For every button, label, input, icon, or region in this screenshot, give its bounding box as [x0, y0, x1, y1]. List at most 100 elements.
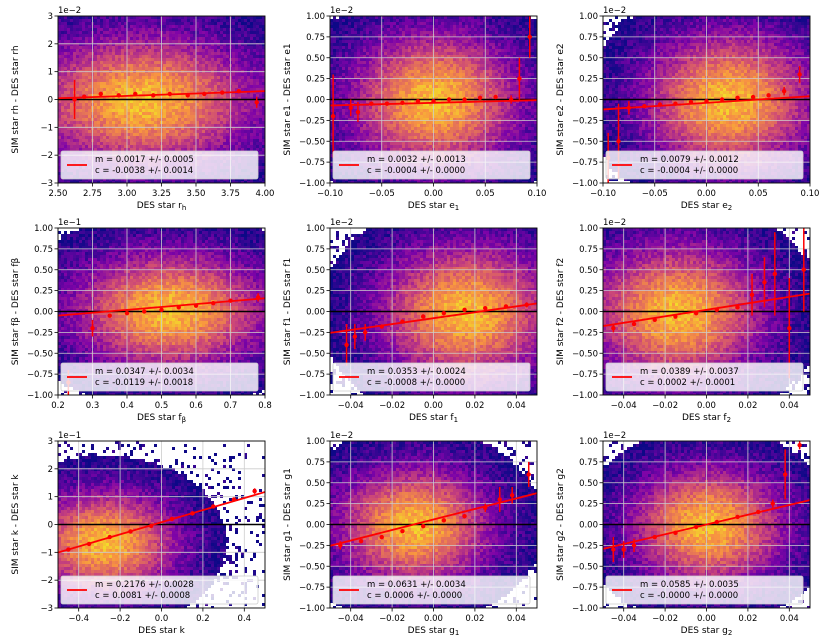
- binned-point: [524, 302, 529, 308]
- y-tick-label: −0.25: [572, 328, 598, 338]
- x-tick-label: −0.10: [590, 189, 616, 199]
- binned-point: [348, 105, 353, 111]
- x-tick-label: 0.04: [507, 614, 526, 624]
- offset-label: 1e−2: [330, 218, 353, 228]
- plot-area: [330, 16, 537, 183]
- binned-point: [693, 524, 699, 530]
- x-tick-label: 0.6: [189, 401, 203, 411]
- legend-box: [332, 362, 531, 392]
- binned-point: [673, 101, 678, 106]
- binned-point: [330, 114, 336, 119]
- y-tick-label: 0.25: [579, 75, 598, 85]
- binned-point: [420, 314, 426, 319]
- x-tick-label: 0.02: [465, 614, 484, 624]
- binned-point: [379, 324, 384, 329]
- x-tick-label: −0.02: [379, 401, 405, 411]
- binned-point: [509, 493, 515, 498]
- y-tick-label: 0.50: [306, 479, 325, 489]
- binned-point: [642, 103, 647, 109]
- binned-point: [673, 314, 678, 319]
- x-tick-label: 0.4: [120, 401, 134, 411]
- subplot-8: −0.04 −0.02 0.00 0.02 0.04 −1.00 −0.75 −0.50 −0.…: [283, 431, 538, 637]
- y-axis-label: SIM star g1 - DES star g1: [283, 468, 293, 581]
- subplot-7: −0.4 −0.2 0.0 0.2 0.4 −3 −2 −1 0 1 2 3 1e−1 DES star …: [11, 431, 266, 636]
- legend-entry: c = -0.0119 +/- 0.0018: [95, 378, 193, 388]
- x-tick-label: −0.05: [369, 189, 395, 199]
- binned-point: [762, 280, 767, 285]
- x-tick-label: 0.0: [155, 614, 169, 624]
- binned-point: [400, 319, 405, 324]
- legend-entry: c = -0.0008 +/- 0.0000: [367, 378, 465, 388]
- legend-entry: m = 0.0631 +/- 0.0034: [367, 580, 466, 590]
- binned-point: [673, 530, 678, 536]
- y-tick-label: −1.00: [299, 604, 325, 614]
- density-histogram: [330, 16, 537, 183]
- y-tick-label: 0.25: [579, 500, 598, 510]
- legend-entry: m = 0.2176 +/- 0.0028: [95, 580, 194, 590]
- fit-line: [58, 491, 265, 554]
- x-tick-label: 0.2: [51, 401, 65, 411]
- binned-point: [133, 91, 138, 97]
- binned-point: [797, 442, 802, 448]
- y-tick-label: 0.25: [306, 75, 325, 85]
- y-tick-label: −3: [40, 179, 53, 189]
- y-tick-label: 0.00: [306, 308, 325, 318]
- y-axis-label: SIM star e2 - DES star e2: [556, 43, 566, 155]
- binned-point: [782, 472, 788, 477]
- legend-entry: m = 0.0032 +/- 0.0013: [367, 155, 466, 165]
- binned-point: [159, 307, 164, 313]
- binned-point: [735, 95, 740, 101]
- x-tick-label: 0.02: [738, 401, 757, 411]
- offset-label: 1e−2: [603, 431, 626, 441]
- y-tick-label: −0.75: [27, 370, 53, 380]
- legend-entry: c = -0.0038 +/- 0.0014: [95, 166, 193, 176]
- legend-entry: m = 0.0389 +/- 0.0037: [640, 367, 739, 377]
- offset-label: 1e−2: [58, 6, 81, 16]
- y-tick-label: 0.25: [306, 287, 325, 297]
- offset-label: 1e−2: [330, 431, 353, 441]
- x-tick-label: 0.10: [528, 189, 547, 199]
- binned-point: [781, 88, 787, 94]
- y-tick-label: −0.75: [572, 158, 598, 168]
- binned-point: [626, 105, 632, 111]
- binned-point: [66, 547, 71, 552]
- y-tick-label: 2: [48, 40, 53, 50]
- binned-point: [704, 98, 709, 104]
- y-tick-label: −0.50: [299, 137, 325, 147]
- x-tick-label: 0.2: [196, 614, 210, 624]
- y-tick-label: −0.50: [299, 562, 325, 572]
- subplot-5: −0.04 −0.02 0.00 0.02 0.04 −1.00 −0.75 −0.50 −0.…: [283, 218, 538, 424]
- binned-point: [462, 513, 467, 519]
- y-tick-label: −1.00: [299, 391, 325, 401]
- binned-point: [384, 101, 390, 106]
- binned-point: [255, 295, 261, 300]
- y-tick-label: 0.00: [34, 308, 53, 318]
- binned-point: [90, 326, 95, 331]
- y-tick-label: 0.25: [34, 287, 53, 297]
- legend-entry: m = 0.0017 +/- 0.0005: [95, 155, 194, 165]
- x-tick-label: 0.00: [424, 614, 443, 624]
- y-tick-label: −1: [40, 548, 53, 558]
- subplot-6: −0.04 −0.02 0.00 0.02 0.04 −1.00 −0.75 −0.50 −0.…: [556, 218, 811, 424]
- binned-point: [86, 541, 92, 547]
- binned-point: [441, 310, 447, 316]
- y-tick-label: 1.00: [306, 224, 325, 234]
- y-tick-label: −1.00: [27, 391, 53, 401]
- offset-label: 1e−2: [330, 6, 353, 16]
- legend-entry: c = 0.0002 +/- 0.0001: [640, 378, 735, 388]
- binned-point: [772, 271, 778, 277]
- subplot-3: −0.10 −0.05 0.00 0.05 0.10 −1.00 −0.75 −0.50 −0.…: [556, 6, 819, 212]
- x-tick-label: 3.25: [152, 189, 171, 199]
- binned-point: [611, 326, 616, 331]
- binned-point: [148, 523, 154, 529]
- binned-point: [483, 505, 488, 510]
- x-tick-label: 0.04: [780, 401, 799, 411]
- binned-point: [128, 529, 133, 534]
- y-tick-label: 0: [48, 96, 53, 106]
- binned-point: [167, 91, 172, 97]
- x-axis-label: DES star e1: [408, 201, 460, 212]
- y-tick-label: 0.50: [579, 266, 598, 276]
